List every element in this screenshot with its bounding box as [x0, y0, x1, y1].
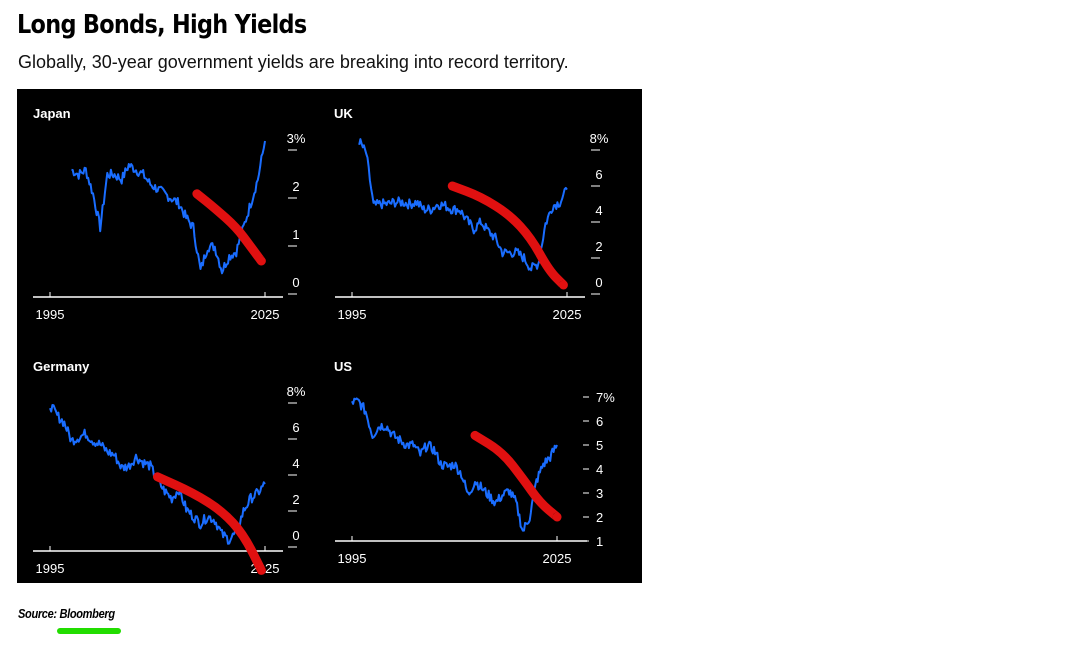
germany-x-tick-label: 1995: [36, 561, 65, 576]
uk-panel-title: UK: [334, 106, 353, 121]
us-panel-title: US: [334, 359, 352, 374]
japan-y-tick-label: 0: [292, 275, 299, 290]
uk-y-tick-label: 8%: [590, 131, 609, 146]
us-y-tick-label: 1: [596, 534, 603, 549]
japan-x-tick-label: 1995: [36, 307, 65, 322]
uk-y-tick-label: 0: [595, 275, 602, 290]
us-y-tick-label: 6: [596, 414, 603, 429]
uk-y-tick-label: 2: [595, 239, 602, 254]
japan-x-tick-label: 2025: [251, 307, 280, 322]
us-yield-line: [351, 397, 558, 532]
us-y-tick-label: 2: [596, 510, 603, 525]
uk-red-annotation: [447, 181, 568, 290]
japan-panel-title: Japan: [33, 106, 71, 121]
us-x-tick-label: 1995: [338, 551, 367, 566]
japan-y-tick-label: 1: [292, 227, 299, 242]
germany-y-tick-label: 4: [292, 456, 299, 471]
uk-yield-line: [358, 138, 568, 272]
japan-y-tick-label: 3%: [287, 131, 306, 146]
germany-y-tick-label: 6: [292, 420, 299, 435]
japan-y-tick-label: 2: [292, 179, 299, 194]
source-note: Source: Bloomberg: [18, 606, 115, 621]
us-y-tick-label: 4: [596, 462, 603, 477]
uk-y-tick-label: 6: [595, 167, 602, 182]
germany-y-tick-label: 2: [292, 492, 299, 507]
japan-yield-line: [71, 140, 266, 275]
chart-panel: Japan 1995 2025 3% 2 1 0 UK 1995 2025 8% 6 4 2 0 German…: [17, 89, 642, 583]
us-y-tick-label: 7%: [596, 390, 615, 405]
japan-red-annotation: [192, 189, 266, 266]
us-red-annotation: [470, 430, 562, 522]
us-y-tick-label: 5: [596, 438, 603, 453]
us-y-tick-label: 3: [596, 486, 603, 501]
germany-red-annotation: [153, 472, 266, 575]
uk-y-tick-label: 4: [595, 203, 602, 218]
germany-panel-title: Germany: [33, 359, 90, 374]
source-highlight-underline: [57, 628, 121, 634]
us-x-tick-label: 2025: [543, 551, 572, 566]
uk-x-tick-label: 2025: [553, 307, 582, 322]
page-subtitle: Globally, 30-year government yields are …: [18, 52, 569, 72]
uk-x-tick-label: 1995: [338, 307, 367, 322]
germany-y-tick-label: 0: [292, 528, 299, 543]
page-title: Long Bonds, High Yields: [17, 10, 307, 40]
germany-y-tick-label: 8%: [287, 384, 306, 399]
